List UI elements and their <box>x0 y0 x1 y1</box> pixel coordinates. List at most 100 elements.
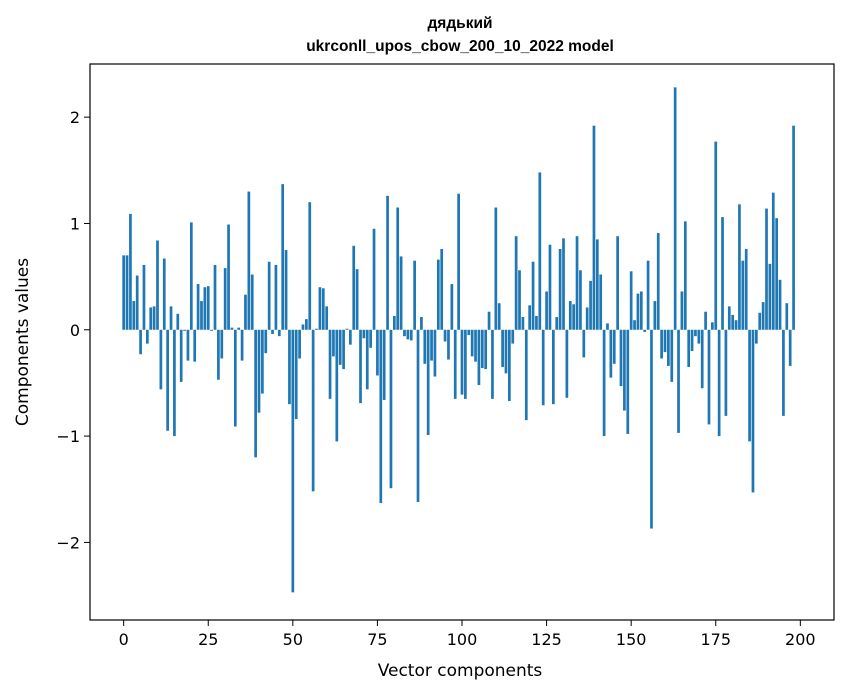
y-tick-label: 1 <box>70 214 80 233</box>
bar-149 <box>626 329 630 434</box>
bar-37 <box>247 191 251 330</box>
chart-title: дядький <box>427 15 492 32</box>
bar-59 <box>321 288 325 330</box>
bar-28 <box>217 329 220 380</box>
bar-134 <box>575 236 579 330</box>
bar-95 <box>443 329 447 342</box>
bar-184 <box>744 248 748 330</box>
bar-146 <box>616 236 619 330</box>
bar-72 <box>365 329 369 390</box>
bar-98 <box>453 329 457 399</box>
bar-192 <box>771 192 775 330</box>
y-tick-label: 2 <box>70 108 80 127</box>
x-tick-label: 75 <box>367 630 387 649</box>
bar-39 <box>254 329 257 458</box>
bar-164 <box>677 329 680 433</box>
bar-144 <box>609 329 613 378</box>
bar-104 <box>474 329 477 362</box>
x-tick-label: 0 <box>119 630 129 649</box>
bar-168 <box>690 329 694 352</box>
bar-156 <box>650 329 653 529</box>
bar-66 <box>345 328 349 330</box>
bar-169 <box>694 329 697 337</box>
bar-68 <box>352 245 356 330</box>
bar-60 <box>325 306 329 330</box>
chart-subtitle: ukrconll_upos_cbow_200_10_2022 model <box>306 38 614 55</box>
bar-183 <box>741 260 745 330</box>
bar-172 <box>704 311 707 330</box>
bar-152 <box>636 293 640 330</box>
bar-22 <box>196 284 200 330</box>
bar-57 <box>315 328 318 330</box>
bar-180 <box>731 314 735 330</box>
bar-176 <box>717 329 721 437</box>
bar-157 <box>653 301 657 330</box>
bar-78 <box>386 195 389 330</box>
bar-54 <box>305 319 308 330</box>
bar-88 <box>420 317 423 330</box>
bar-153 <box>639 291 643 330</box>
x-tick-label: 125 <box>531 630 562 649</box>
bar-141 <box>599 274 603 330</box>
bar-6 <box>142 264 146 330</box>
bar-13 <box>166 329 169 431</box>
bar-30 <box>223 268 227 330</box>
bar-93 <box>436 259 440 330</box>
bar-45 <box>274 264 278 330</box>
bar-50 <box>291 329 295 593</box>
x-axis-label: Vector components <box>378 661 543 681</box>
x-tick-label: 150 <box>616 630 647 649</box>
bar-189 <box>761 302 765 330</box>
bar-113 <box>504 329 508 374</box>
bar-122 <box>535 315 538 330</box>
bar-151 <box>633 320 636 330</box>
bar-179 <box>727 306 731 330</box>
bar-3 <box>132 301 136 330</box>
bar-series <box>122 87 795 593</box>
bar-76 <box>379 329 383 504</box>
bar-38 <box>250 274 254 330</box>
bar-74 <box>372 228 376 330</box>
bar-195 <box>782 329 785 416</box>
plot-frame <box>89 63 835 621</box>
bar-112 <box>501 329 504 367</box>
bar-9 <box>152 306 156 330</box>
bar-36 <box>244 294 247 330</box>
bar-33 <box>233 329 237 427</box>
bar-118 <box>521 317 525 330</box>
bar-167 <box>687 329 691 367</box>
bar-41 <box>261 329 264 394</box>
bar-191 <box>768 263 772 330</box>
bar-43 <box>267 261 271 330</box>
bar-65 <box>342 329 345 370</box>
bar-77 <box>382 329 386 400</box>
bar-185 <box>748 329 751 442</box>
x-tick-label: 175 <box>700 630 731 649</box>
bar-188 <box>758 312 762 330</box>
bar-120 <box>528 305 532 330</box>
x-tick-label: 100 <box>447 630 478 649</box>
bar-27 <box>213 264 217 330</box>
bar-42 <box>264 329 268 354</box>
bar-11 <box>159 329 163 390</box>
bar-128 <box>555 317 559 330</box>
bar-92 <box>433 329 437 377</box>
bar-0 <box>122 255 126 330</box>
x-tick-label: 50 <box>283 630 303 649</box>
bar-89 <box>423 329 427 364</box>
bar-91 <box>430 329 433 361</box>
bar-71 <box>362 329 366 339</box>
bar-161 <box>667 329 670 366</box>
x-axis-ticks: 0 25 50 75 100 125 150 175 200 <box>119 620 816 649</box>
bar-23 <box>200 301 203 330</box>
bar-17 <box>179 329 183 382</box>
y-axis-ticks: −2 −1 0 1 2 <box>56 108 90 552</box>
bar-56 <box>311 329 315 492</box>
bar-187 <box>755 329 758 344</box>
bar-40 <box>257 329 261 413</box>
bar-96 <box>447 329 450 360</box>
bar-124 <box>541 329 545 406</box>
bar-177 <box>721 217 724 330</box>
bar-61 <box>328 329 332 399</box>
bar-148 <box>623 329 626 411</box>
